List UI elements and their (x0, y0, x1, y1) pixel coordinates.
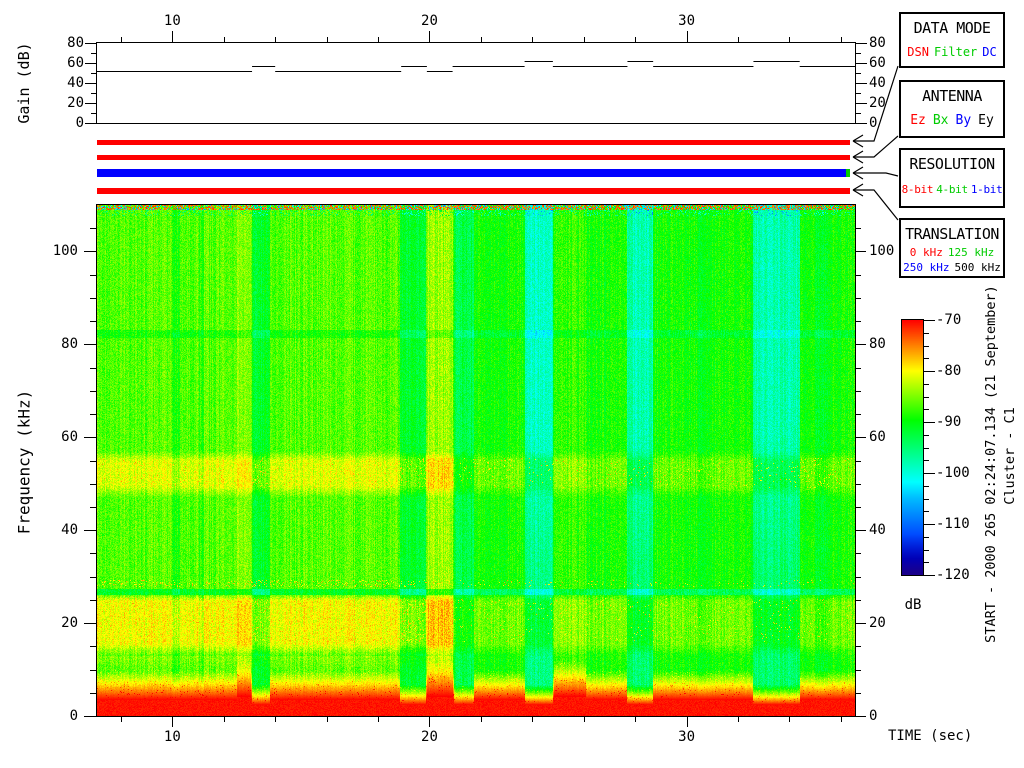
antenna-bar (97, 155, 850, 160)
freq-tick-label-left: 40 (61, 523, 78, 537)
resolution-bar (97, 169, 850, 177)
legend-item-bx: Bx (933, 113, 949, 128)
legend-row: 8-bit 4-bit 1-bit (901, 183, 1003, 196)
gain-tick-label-left: 80 (67, 36, 84, 50)
gain-tick-label-right: 60 (869, 56, 886, 70)
legend-box-title: DATA MODE (901, 14, 1003, 37)
legend-box-items: 8-bit 4-bit 1-bit (901, 173, 1003, 206)
freq-tick-label-left: 20 (61, 616, 78, 630)
resolution-bar-tip (846, 169, 850, 177)
legend-box-data-mode: DATA MODE DSN Filter DC (899, 12, 1005, 68)
freq-tick-label-left: 60 (61, 430, 78, 444)
top-time-tick-label: 30 (678, 14, 695, 28)
freq-tick-label-right: 100 (869, 244, 894, 258)
gain-tick-label-right: 40 (869, 76, 886, 90)
legend-box-title: ANTENNA (901, 82, 1003, 105)
bottom-time-tick-label: 20 (421, 730, 438, 744)
legend-box-title: TRANSLATION (901, 220, 1003, 243)
legend-item-dsn: DSN (907, 45, 929, 59)
legend-item-4-bit: 4-bit (936, 183, 968, 196)
legend-item-dc: DC (982, 45, 996, 59)
legend-box-antenna: ANTENNA Ez Bx By Ey (899, 80, 1005, 138)
colorbar-tick-label: -70 (936, 313, 961, 327)
colorbar-tick-label: -90 (936, 415, 961, 429)
freq-tick-label-right: 60 (869, 430, 886, 444)
freq-tick-label-right: 0 (869, 709, 877, 723)
legend-item-250-khz: 250 kHz (903, 261, 949, 274)
legend-row: Ez Bx By Ey (901, 113, 1003, 128)
legend-box-title: RESOLUTION (901, 150, 1003, 173)
legend-item-ez: Ez (910, 113, 926, 128)
gain-panel-border (97, 43, 856, 124)
legend-box-items: DSN Filter DC (901, 37, 1003, 66)
spacecraft-text: Cluster - C1 (1002, 407, 1018, 505)
freq-tick-label-left: 100 (53, 244, 78, 258)
legend-item-0-khz: 0 kHz (910, 246, 943, 259)
gain-tick-label-left: 60 (67, 56, 84, 70)
legend-box-translation: TRANSLATION 0 kHz 125 kHz 250 kHz 500 kHz (899, 218, 1005, 278)
gain-trace (97, 62, 855, 72)
bottom-time-tick-label: 30 (678, 730, 695, 744)
legend-item-500-khz: 500 kHz (955, 261, 1001, 274)
freq-tick-label-right: 20 (869, 616, 886, 630)
colorbar-tick-label: -120 (936, 568, 970, 582)
frequency-axis-title: Frequency (kHz) (15, 390, 34, 535)
legend-row: 0 kHz 125 kHz (901, 246, 1003, 259)
freq-tick-label-left: 80 (61, 337, 78, 351)
legend-box-items: Ez Bx By Ey (901, 105, 1003, 136)
translation-bar (97, 188, 850, 194)
colorbar-tick-label: -80 (936, 364, 961, 378)
gain-tick-label-left: 40 (67, 76, 84, 90)
colorbar-unit-label: dB (905, 597, 922, 613)
time-axis-title: TIME (sec) (888, 728, 972, 744)
legend-item-ey: Ey (978, 113, 994, 128)
data-mode-bar (97, 140, 850, 145)
legend-item-filter: Filter (934, 45, 977, 59)
legend-row: DSN Filter DC (901, 45, 1003, 59)
colorbar (902, 320, 923, 575)
bottom-time-tick-label: 10 (164, 730, 181, 744)
top-time-tick-label: 20 (421, 14, 438, 28)
legend-item-1-bit: 1-bit (971, 183, 1003, 196)
gain-tick-label-left: 20 (67, 96, 84, 110)
freq-tick-label-left: 0 (70, 709, 78, 723)
legend-box-items: 0 kHz 125 kHz 250 kHz 500 kHz (901, 243, 1003, 276)
top-time-tick-label: 10 (164, 14, 181, 28)
gain-axis-title: Gain (dB) (15, 42, 33, 123)
spectrogram-canvas (97, 205, 855, 716)
legend-item-8-bit: 8-bit (902, 183, 934, 196)
gain-tick-label-right: 80 (869, 36, 886, 50)
legend-item-125-khz: 125 kHz (948, 246, 994, 259)
colorbar-tick-label: -110 (936, 517, 970, 531)
gain-tick-label-left: 0 (76, 116, 84, 130)
freq-tick-label-right: 40 (869, 523, 886, 537)
colorbar-tick-label: -100 (936, 466, 970, 480)
legend-box-resolution: RESOLUTION 8-bit 4-bit 1-bit (899, 148, 1005, 208)
wbd-spectrogram-display: Gain (dB) Frequency (kHz) TIME (sec) dB … (0, 0, 1024, 768)
gain-tick-label-right: 0 (869, 116, 877, 130)
gain-tick-label-right: 20 (869, 96, 886, 110)
legend-item-by: By (956, 113, 972, 128)
start-time-text: START - 2000 265 02:24:07.134 (21 Septem… (983, 285, 999, 643)
freq-tick-label-right: 80 (869, 337, 886, 351)
legend-row: 250 kHz 500 kHz (901, 261, 1003, 274)
